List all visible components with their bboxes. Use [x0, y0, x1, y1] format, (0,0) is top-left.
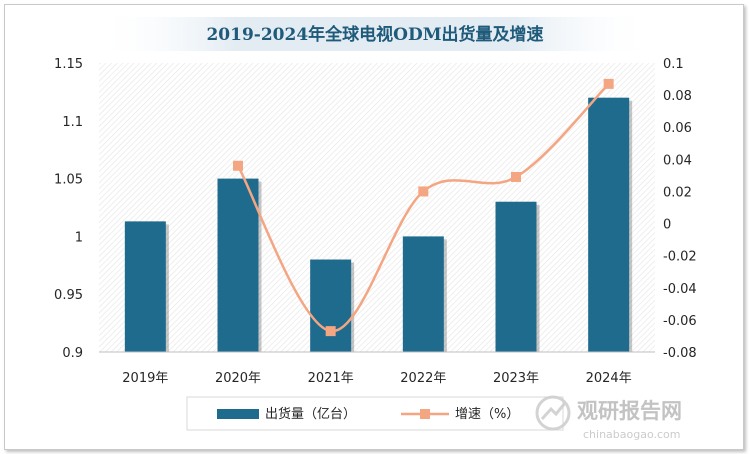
left-tick-label: 1.15: [54, 57, 83, 72]
bar: [402, 236, 444, 352]
right-tick-label: -0.08: [663, 346, 697, 361]
left-tick-label: 1.1: [62, 115, 83, 130]
left-tick-label: 1.05: [54, 173, 83, 188]
legend-marker-swatch: [420, 409, 430, 419]
watermark: 观研报告网 chinabaogao.com: [535, 395, 682, 441]
legend-label-growth: 增速（%）: [455, 407, 519, 422]
growth-line: [236, 82, 610, 333]
left-tick-label: 1: [75, 230, 83, 245]
legend-label-shipments: 出货量（亿台）: [265, 406, 356, 422]
growth-point: [603, 78, 614, 89]
growth-point: [233, 160, 243, 171]
bar: [588, 97, 630, 353]
title-banner: [95, 17, 655, 51]
right-tick-label: 0.06: [663, 121, 692, 136]
growth-point: [418, 186, 429, 197]
watermark-url: chinabaogao.com: [583, 428, 681, 441]
right-tick-label: 0.08: [663, 89, 692, 104]
legend-bar-swatch: [217, 409, 259, 419]
x-tick-label: 2021年: [308, 371, 354, 386]
chart-title: 2019-2024年全球电视ODM出货量及增速: [206, 24, 543, 45]
x-tick-label: 2023年: [493, 371, 539, 386]
chart-frame: 2019-2024年全球电视ODM出货量及增速 0.9 0.95 1 1.05 1.1 1…: [4, 4, 744, 450]
right-tick-label: -0.04: [663, 282, 697, 297]
chart-canvas: 2019-2024年全球电视ODM出货量及增速 0.9 0.95 1 1.05 1.1 1…: [54, 17, 697, 441]
right-tick-label: 0.02: [663, 185, 692, 200]
plot-area: [99, 63, 655, 352]
x-tick-label: 2019年: [122, 371, 168, 386]
right-tick-label: -0.06: [663, 314, 697, 329]
left-tick-label: 0.9: [62, 346, 83, 361]
x-tick-label: 2024年: [586, 371, 632, 386]
left-axis-ticks: 0.9 0.95 1 1.05 1.1 1.15: [54, 57, 83, 361]
growth-line-series: [233, 78, 614, 337]
bar: [217, 178, 259, 352]
bar: [495, 201, 537, 352]
watermark-brand: 观研报告网: [577, 399, 682, 423]
growth-point: [325, 326, 336, 337]
right-tick-label: 0.1: [663, 57, 684, 72]
bar-series: [124, 97, 633, 353]
right-tick-label: -0.02: [663, 250, 697, 265]
right-tick-label: 0.04: [663, 153, 692, 168]
right-tick-label: 0: [663, 218, 671, 233]
right-axis-ticks: -0.08 -0.06 -0.04 -0.02 0 0.02 0.04 0.06 0.08 0.1: [663, 57, 697, 361]
bar: [310, 259, 352, 352]
watermark-logo-icon: [535, 395, 571, 431]
left-tick-label: 0.95: [54, 288, 83, 303]
x-axis-ticks: 2019年 2020年 2021年 2022年 2023年 2024年: [122, 371, 631, 386]
growth-point: [511, 171, 521, 182]
x-tick-label: 2022年: [400, 371, 446, 386]
x-tick-label: 2020年: [215, 371, 261, 386]
bar: [124, 221, 166, 352]
